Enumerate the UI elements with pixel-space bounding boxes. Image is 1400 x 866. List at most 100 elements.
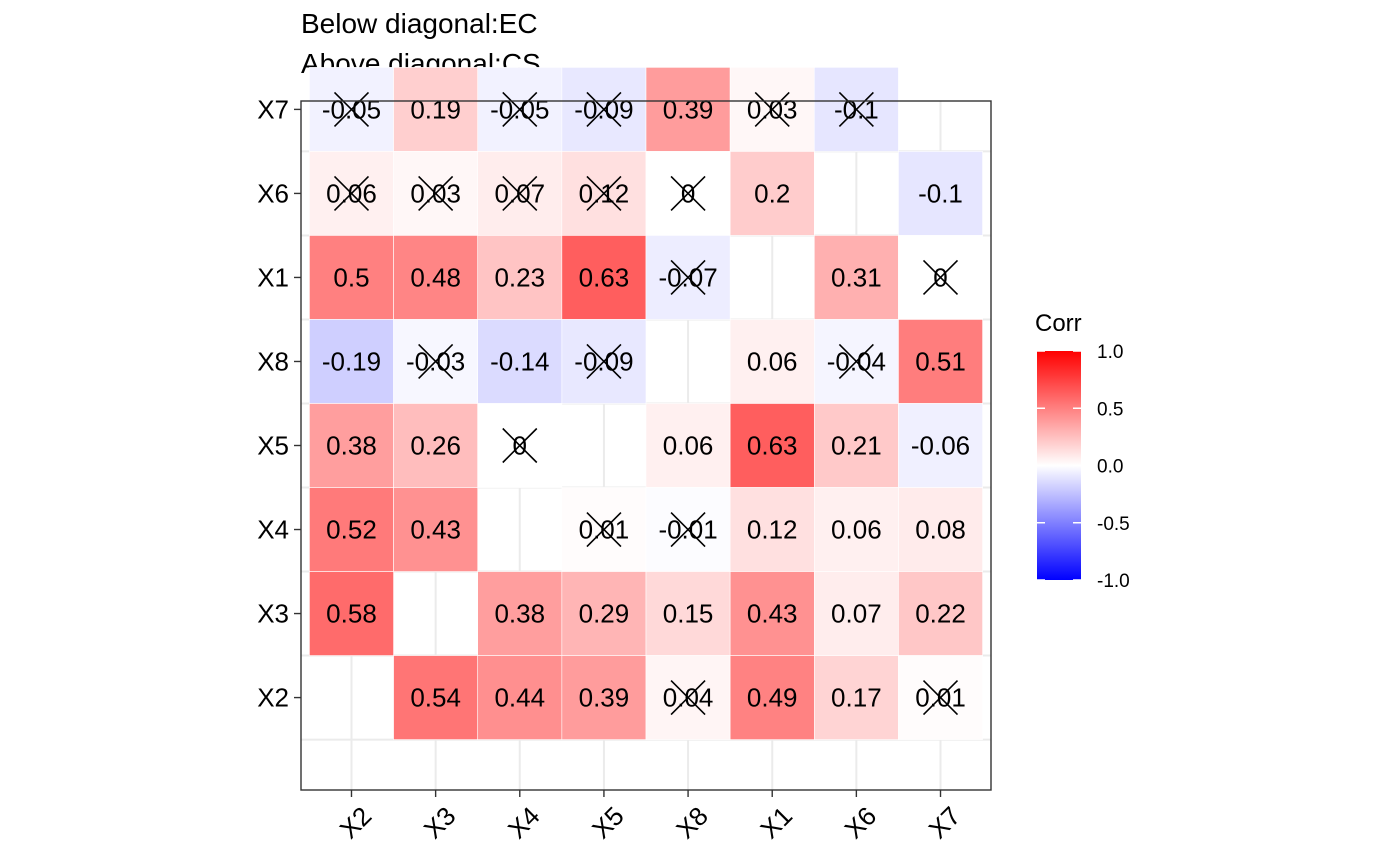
legend-tick-label: 0.5 (1097, 399, 1123, 420)
heatmap-cell (729, 151, 815, 236)
heatmap-cell (813, 571, 899, 656)
heatmap-cell (393, 67, 479, 152)
cell-value-label: 0.06 (747, 346, 798, 376)
heatmap-cell (309, 235, 394, 320)
y-tick-label: X6 (257, 178, 289, 208)
x-tick-label: X1 (754, 801, 798, 845)
heatmap-cell (898, 571, 983, 656)
color-legend: Corr 1.0 0.5 0.0 -0.5 -1.0 (1035, 310, 1130, 592)
heatmap-cell (393, 403, 479, 488)
cell-value-label: 0.51 (915, 346, 966, 376)
x-tick-label: X8 (670, 801, 714, 845)
y-tick-label: X3 (257, 599, 289, 629)
heatmap-cell (729, 655, 815, 740)
cross-mark-stroke (502, 175, 538, 211)
cell-value-label: 0.44 (494, 683, 545, 713)
heatmap-cell (561, 655, 647, 740)
heatmap-cell (477, 319, 563, 404)
heatmap-cell (645, 403, 731, 488)
heatmap-cell (645, 67, 731, 152)
heatmap-cell (898, 403, 983, 488)
heatmap-cell (729, 571, 815, 656)
heatmap-cell (309, 487, 394, 572)
x-tick-label: X6 (838, 801, 882, 845)
y-axis: X2 X3 X4 X5 X8 X1 X6 X7 (257, 94, 301, 713)
heatmap-cell (393, 235, 479, 320)
heatmap-cell (729, 403, 815, 488)
cross-mark-stroke (670, 259, 706, 296)
insignificant-crosses (333, 91, 959, 716)
chart-title-line-1: Below diagonal:EC (301, 8, 538, 39)
y-tick-label: X2 (257, 683, 289, 713)
x-axis: X2 X3 X4 X5 X8 X1 X6 X7 (334, 790, 967, 845)
cell-value-label: 0.38 (326, 431, 377, 461)
cell-value-label: 0.43 (747, 599, 798, 629)
cell-value-label: 0.15 (663, 599, 714, 629)
y-tick-label: X8 (257, 346, 289, 376)
heatmap-cell (309, 403, 394, 488)
cell-value-label: 0.19 (410, 94, 461, 124)
cross-mark-stroke (333, 175, 370, 211)
cell-value-label: 0.48 (410, 262, 461, 292)
y-tick-label: X7 (257, 94, 289, 124)
x-tick-label: X4 (502, 801, 546, 845)
legend-tick-label: 0.0 (1097, 457, 1123, 478)
cross-mark-stroke (670, 680, 706, 716)
cell-value-label: 0.21 (831, 431, 882, 461)
y-tick-label: X5 (257, 431, 289, 461)
cell-value-label: 0.17 (831, 683, 882, 713)
cell-value-label: 0.54 (410, 683, 461, 713)
cross-mark-stroke (502, 91, 538, 127)
cell-value-label: 0.23 (494, 262, 545, 292)
cross-mark-stroke (586, 91, 622, 127)
cell-value-label: 0.12 (747, 515, 798, 545)
cell-value-label: 0.06 (663, 431, 714, 461)
cross-mark-stroke (586, 343, 622, 380)
cross-mark-stroke (922, 680, 959, 716)
cross-mark-stroke (418, 175, 454, 211)
cell-value-label: 0.58 (326, 599, 377, 629)
cell-value-label: 0.06 (831, 515, 882, 545)
heatmap-cell (898, 487, 983, 572)
legend-tick-label: 1.0 (1097, 342, 1123, 363)
heatmap-cell (561, 571, 647, 656)
cell-value-label: 0.5 (333, 262, 369, 292)
y-tick-label: X4 (257, 515, 289, 545)
legend-tick-label: -0.5 (1097, 514, 1130, 535)
cross-mark-stroke (586, 175, 622, 211)
heatmap-cell (813, 403, 899, 488)
heatmap-tiles (309, 67, 983, 740)
cell-value-label: 0.43 (410, 515, 461, 545)
heatmap-cell (477, 655, 563, 740)
cell-value-label: 0.2 (754, 178, 790, 208)
cell-value-label: -0.14 (490, 346, 549, 376)
heatmap-cell (309, 571, 394, 656)
cell-value-label: 0.08 (915, 515, 966, 545)
cell-value-label: 0.29 (579, 599, 630, 629)
cell-value-label: 0.07 (831, 599, 882, 629)
cell-value-label: 0.49 (747, 683, 798, 713)
cell-value-label: 0.63 (579, 262, 630, 292)
cross-mark-stroke (586, 511, 622, 548)
x-tick-label: X3 (418, 801, 462, 845)
cell-value-label: -0.19 (322, 346, 381, 376)
x-tick-label: X7 (923, 801, 967, 845)
cross-mark-stroke (922, 259, 959, 296)
cell-value-label: 0.22 (915, 599, 966, 629)
cross-mark-stroke (333, 91, 370, 127)
heatmap-cell (729, 319, 815, 404)
cell-value-label: 0.31 (831, 262, 882, 292)
cell-value-label: 0.39 (663, 94, 714, 124)
heatmap-cell (477, 235, 563, 320)
cell-labels: -0.050.19-0.05-0.090.390.03-0.10.060.030… (322, 94, 970, 712)
heatmap-cell (813, 487, 899, 572)
cell-value-label: 0.38 (494, 599, 545, 629)
heatmap-cell (393, 655, 479, 740)
cross-mark-stroke (418, 343, 454, 380)
cell-value-label: 0.26 (410, 431, 461, 461)
legend-title: Corr (1035, 310, 1082, 337)
heatmap-cell (898, 151, 983, 236)
heatmap-cell (813, 655, 899, 740)
cross-mark-stroke (502, 427, 538, 464)
cross-mark-stroke (670, 511, 706, 548)
